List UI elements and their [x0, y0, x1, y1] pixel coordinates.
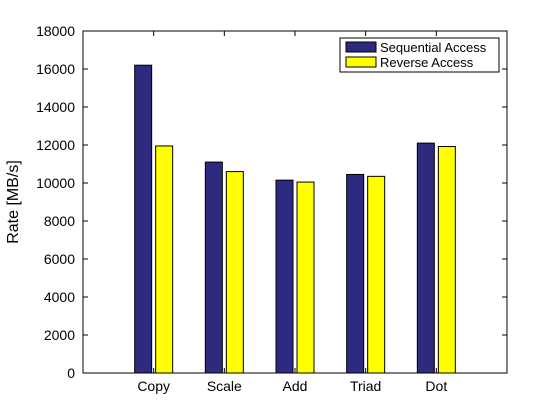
- y-tick-label: 2000: [44, 327, 75, 343]
- y-tick-label: 14000: [36, 99, 75, 115]
- y-tick-label: 8000: [44, 213, 75, 229]
- plot-frame: [82, 30, 508, 374]
- y-tick-label: 4000: [44, 289, 75, 305]
- plot-area: [83, 31, 507, 373]
- legend-label: Reverse Access: [380, 55, 474, 70]
- bar-scale-sequential: [204, 161, 223, 374]
- bar-copy-sequential: [134, 64, 153, 374]
- x-tick-label: Triad: [350, 378, 381, 394]
- x-tick-label: Add: [283, 378, 308, 394]
- bar-dot-sequential: [416, 142, 435, 374]
- x-tick-label: Scale: [207, 378, 242, 394]
- x-tick-label: Dot: [425, 378, 447, 394]
- legend-swatch: [345, 41, 377, 53]
- bar-copy-reverse: [155, 145, 174, 374]
- x-axis: Copy Scale Add Triad Dot: [137, 31, 447, 394]
- y-tick-label: 16000: [36, 61, 75, 77]
- bar-add-reverse: [296, 181, 315, 374]
- bar-triad-sequential: [346, 173, 365, 374]
- legend-swatch: [345, 56, 377, 68]
- y-tick-label: 12000: [36, 137, 75, 153]
- y-tick-label: 10000: [36, 175, 75, 191]
- y-axis-title: Rate [MB/s]: [5, 160, 22, 244]
- x-tick-label: Copy: [137, 378, 170, 394]
- bar-add-sequential: [275, 179, 294, 374]
- bar-dot-reverse: [437, 146, 456, 374]
- y-tick-label: 18000: [36, 23, 75, 39]
- y-axis: 0 2000 4000 6000 8000 10000 12000 14000 16000 180…: [36, 23, 507, 381]
- bar-triad-reverse: [367, 175, 386, 374]
- bar-scale-reverse: [225, 171, 244, 374]
- y-tick-label: 0: [67, 365, 75, 381]
- legend-label: Sequential Access: [380, 40, 487, 55]
- y-tick-label: 6000: [44, 251, 75, 267]
